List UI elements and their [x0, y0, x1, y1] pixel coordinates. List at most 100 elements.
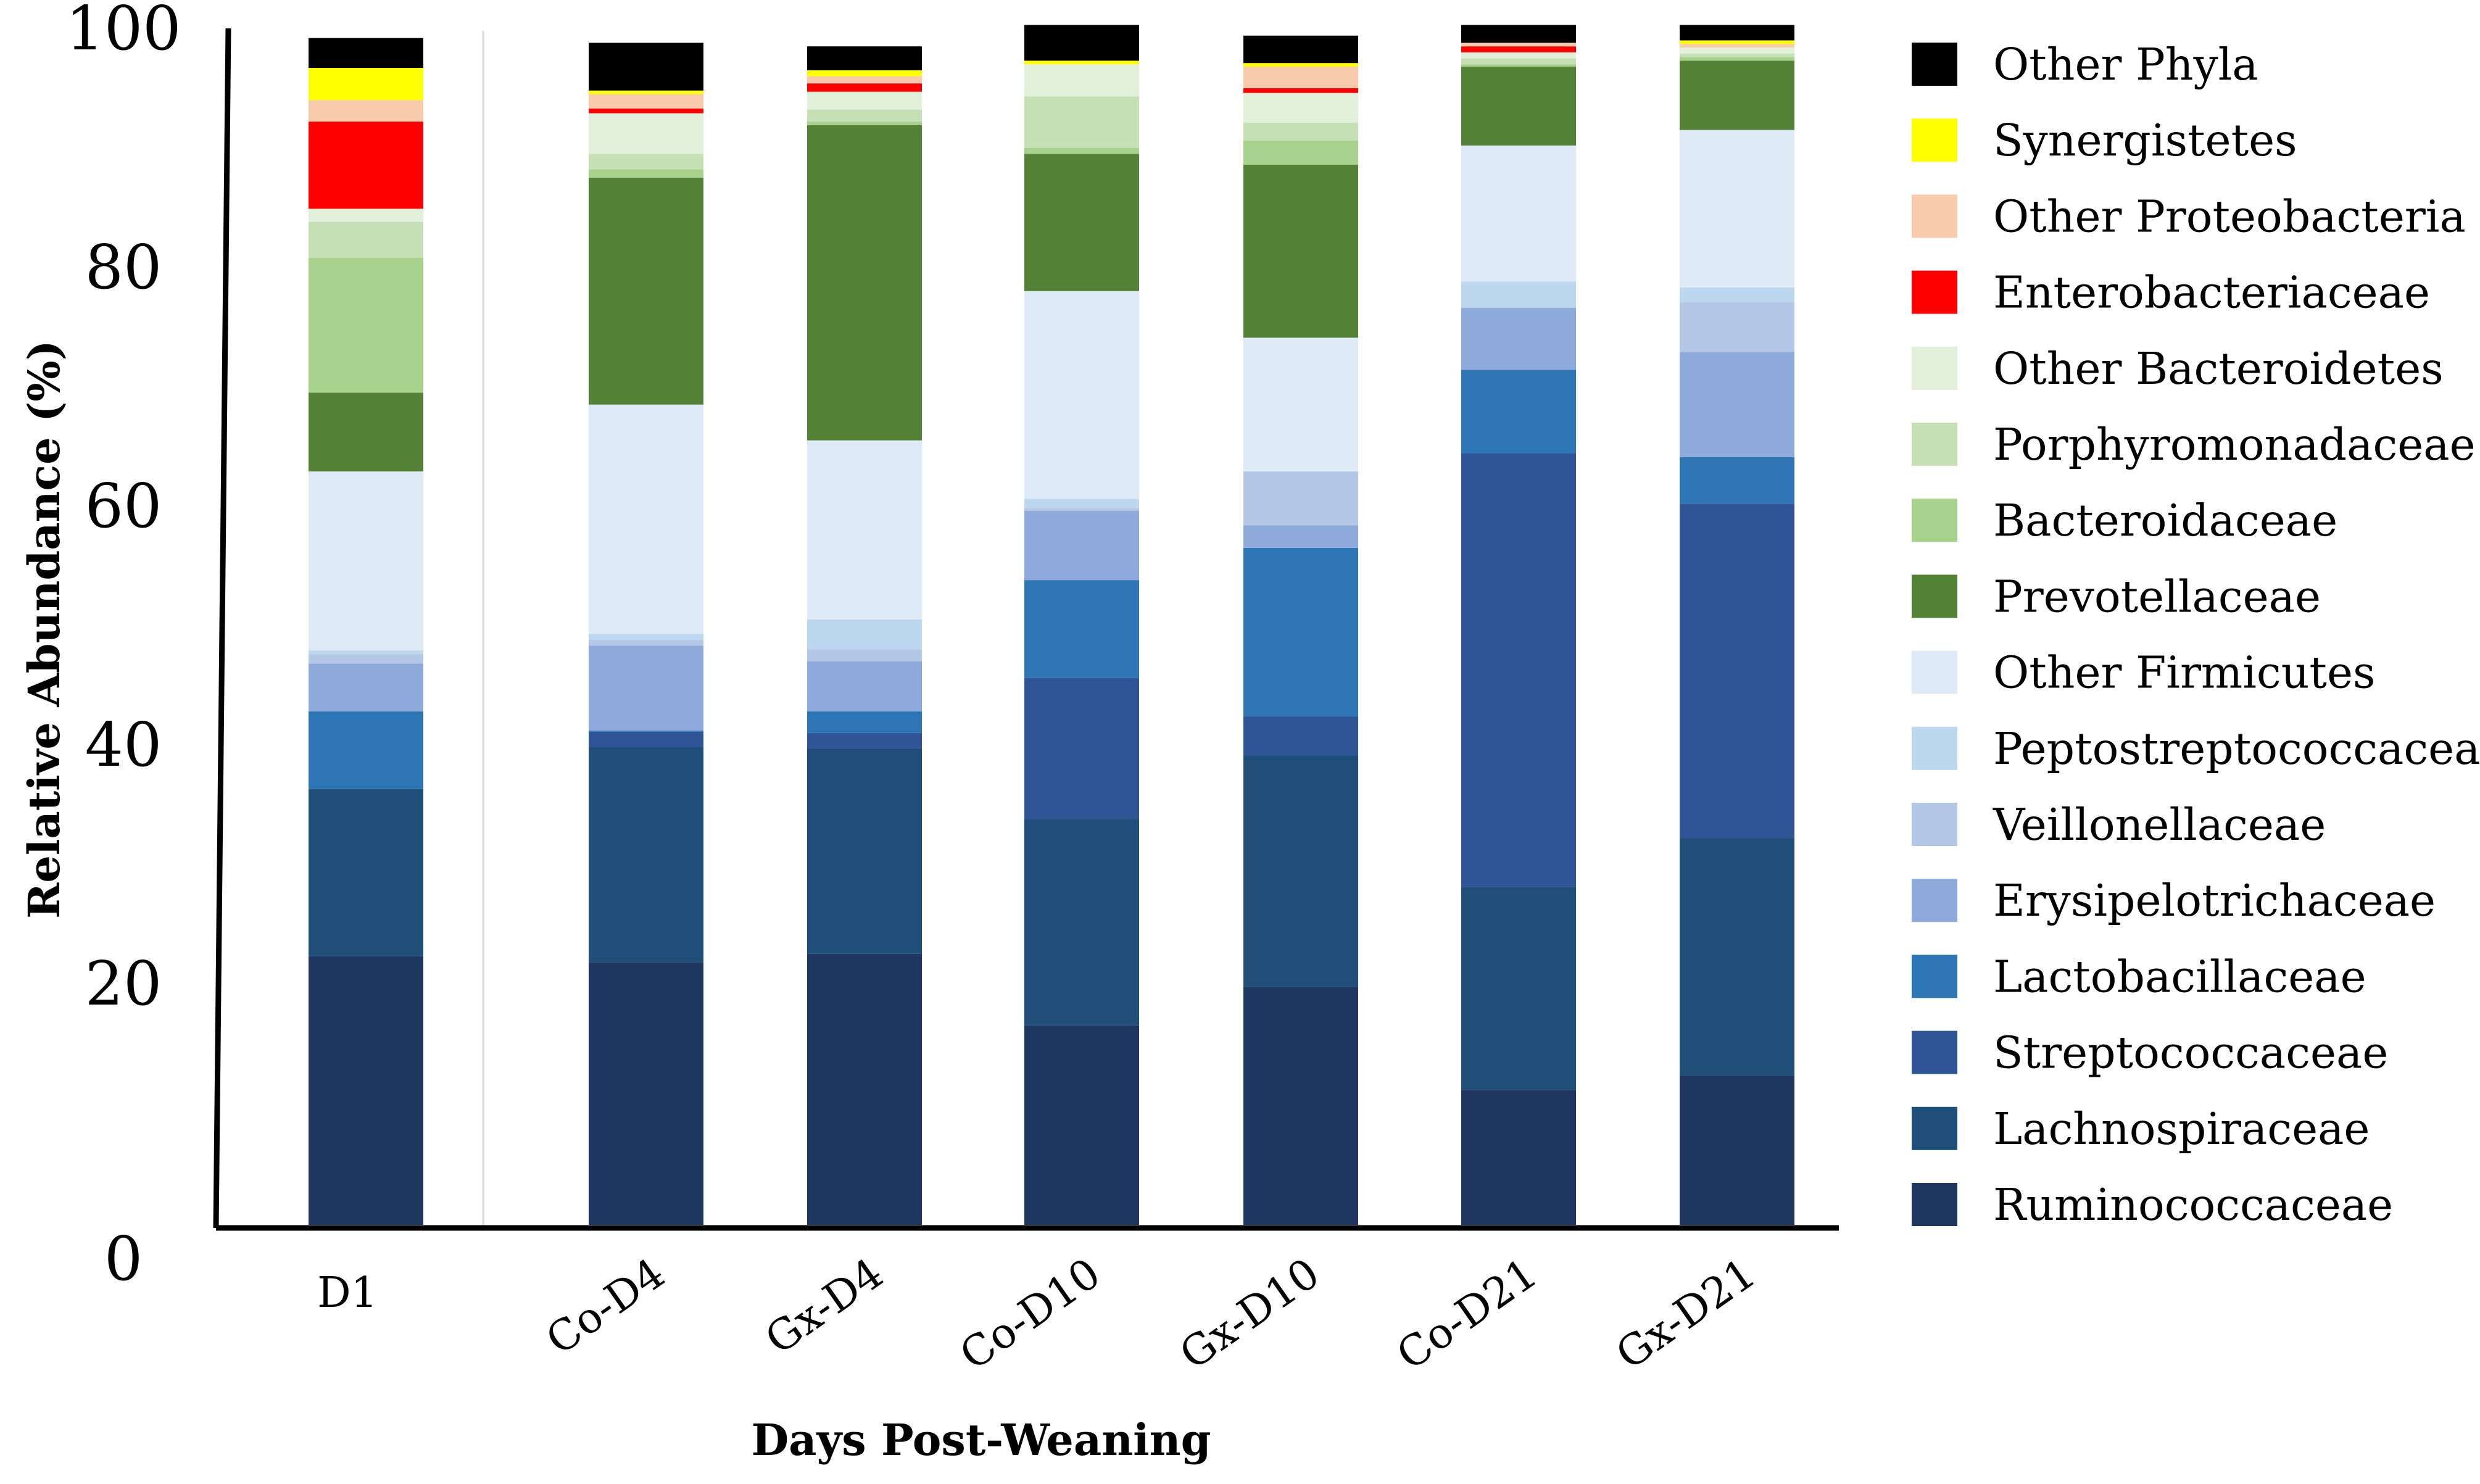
bar-segment-gx-d21-synergistetes	[1680, 40, 1794, 44]
legend-item: Prevotellaceae	[1912, 571, 2321, 622]
bar-segment-co-d4-other-proteobacteria	[589, 94, 703, 109]
bar-segment-gx-d4-lactobacillaceae	[807, 711, 922, 733]
legend-swatch	[1912, 1106, 1957, 1150]
y-tick-label: 20	[85, 949, 162, 1019]
legend-item: Streptococcaceae	[1912, 1027, 2388, 1079]
legend-swatch	[1912, 1183, 1957, 1226]
legend-item: Lachnospiraceae	[1912, 1103, 2370, 1154]
bar-segment-d1-veillonellaceae	[309, 654, 423, 664]
x-axis-title: Days Post-Weaning	[751, 1414, 1211, 1465]
axes-layer	[213, 28, 1839, 1231]
y-tick-label: 40	[85, 710, 162, 781]
bar-segment-gx-d10-lachnospiraceae	[1243, 755, 1358, 987]
bar-segment-co-d4-other-firmicutes	[589, 404, 703, 634]
bar-segment-gx-d4-lachnospiraceae	[807, 748, 922, 954]
bar-segment-co-d4-lachnospiraceae	[589, 747, 703, 963]
legend-swatch	[1912, 879, 1957, 922]
bar-segment-gx-d10-other-proteobacteria	[1243, 67, 1358, 88]
legend-label: Other Phyla	[1993, 39, 2258, 90]
bar-segment-co-d21-ruminococcaceae	[1461, 1090, 1576, 1225]
bar-segment-d1-erysipelotrichaceae	[309, 663, 423, 711]
legend-item: Other Phyla	[1912, 39, 2258, 90]
bar-segment-co-d4-synergistetes	[589, 90, 703, 94]
bar-segment-gx-d21-lachnospiraceae	[1680, 838, 1794, 1076]
bar-segment-co-d4-streptococcaceae	[589, 731, 703, 747]
x-tick-label: D1	[317, 1269, 378, 1317]
bar-segment-d1-porphyromonadaceae	[309, 222, 423, 258]
y-tick-label: 60	[85, 471, 162, 542]
legend-item: Other Proteobacteria	[1912, 191, 2466, 242]
bar-segment-gx-d21-other-phyla	[1680, 25, 1794, 41]
legend-swatch	[1912, 194, 1957, 238]
bar-segment-d1-other-firmicutes	[309, 471, 423, 651]
bar-segment-co-d4-peptostreptococcaceae	[589, 634, 703, 640]
legend-label: Lachnospiraceae	[1993, 1103, 2370, 1154]
bar-segment-co-d21-bacteroidaceae	[1461, 64, 1576, 67]
bar-stack-co-d21	[1461, 25, 1576, 1225]
bar-segment-d1-bacteroidaceae	[309, 257, 423, 393]
bar-segment-gx-d4-erysipelotrichaceae	[807, 661, 922, 711]
bar-segment-gx-d10-bacteroidaceae	[1243, 141, 1358, 165]
legend-label: Prevotellaceae	[1993, 571, 2321, 622]
bar-segment-co-d21-streptococcaceae	[1461, 453, 1576, 887]
bar-segment-gx-d21-peptostreptococcaceae	[1680, 288, 1794, 302]
y-axis-title: Relative Abundance (%)	[19, 340, 70, 919]
legend-label: Other Bacteroidetes	[1993, 343, 2444, 394]
bar-segment-gx-d4-other-phyla	[807, 46, 922, 70]
bar-segment-gx-d10-ruminococcaceae	[1243, 987, 1358, 1225]
bar-segment-co-d4-other-phyla	[589, 43, 703, 91]
bar-segment-co-d10-lachnospiraceae	[1024, 819, 1139, 1026]
legend-swatch	[1912, 43, 1957, 86]
bar-segment-co-d21-lactobacillaceae	[1461, 370, 1576, 454]
bar-segment-gx-d4-veillonellaceae	[807, 649, 922, 661]
legend-swatch	[1912, 726, 1957, 770]
bar-segment-co-d21-other-phyla	[1461, 25, 1576, 43]
bar-segment-gx-d10-enterobacteriaceae	[1243, 88, 1358, 93]
bar-segment-gx-d21-bacteroidaceae	[1680, 57, 1794, 61]
bar-segment-co-d21-other-proteobacteria	[1461, 43, 1576, 47]
bar-segment-gx-d4-porphyromonadaceae	[807, 109, 922, 122]
bar-segment-gx-d21-porphyromonadaceae	[1680, 53, 1794, 57]
bar-segment-gx-d10-porphyromonadaceae	[1243, 122, 1358, 141]
legend-label: Peptostreptococcaceae	[1993, 723, 2480, 774]
bar-segment-co-d10-ruminococcaceae	[1024, 1025, 1139, 1225]
bar-segment-co-d4-other-bacteroidetes	[589, 113, 703, 154]
bar-segment-gx-d21-ruminococcaceae	[1680, 1076, 1794, 1225]
bar-segment-co-d4-bacteroidaceae	[589, 169, 703, 178]
bar-segment-d1-lactobacillaceae	[309, 711, 423, 789]
legend-label: Synergistetes	[1993, 115, 2297, 166]
bar-segment-d1-enterobacteriaceae	[309, 122, 423, 209]
legend-item: Synergistetes	[1912, 115, 2297, 166]
legend-label: Bacteroidaceae	[1993, 495, 2337, 546]
legend-item: Veillonellaceae	[1912, 799, 2326, 850]
legend-label: Ruminococcaceae	[1993, 1179, 2393, 1230]
x-tick-label: Gx-D4	[757, 1249, 892, 1364]
bar-segment-co-d4-prevotellaceae	[589, 178, 703, 405]
x-tick-label: Gx-D10	[1171, 1249, 1329, 1379]
bar-segment-co-d10-porphyromonadaceae	[1024, 96, 1139, 148]
y-tick-labels: 0 20 40 60 80 100	[65, 0, 181, 1295]
bar-segment-co-d4-veillonellaceae	[589, 639, 703, 646]
legend-label: Enterobacteriaceae	[1993, 267, 2430, 318]
legend-swatch	[1912, 574, 1957, 618]
bar-segment-co-d10-other-bacteroidetes	[1024, 64, 1139, 97]
bar-segment-co-d10-other-firmicutes	[1024, 291, 1139, 499]
legend-label: Streptococcaceae	[1993, 1027, 2388, 1079]
bar-segment-d1-lachnospiraceae	[309, 789, 423, 956]
bar-segment-gx-d4-prevotellaceae	[807, 125, 922, 441]
legend-item: Enterobacteriaceae	[1912, 267, 2430, 318]
bar-segment-d1-other-proteobacteria	[309, 100, 423, 122]
x-tick-label: Co-D21	[1388, 1249, 1546, 1380]
bar-segment-co-d21-prevotellaceae	[1461, 67, 1576, 146]
bar-segment-co-d10-veillonellaceae	[1024, 508, 1139, 511]
bar-segment-gx-d4-enterobacteriaceae	[807, 83, 922, 92]
bar-segment-co-d10-prevotellaceae	[1024, 154, 1139, 291]
x-tick-label: Co-D10	[952, 1249, 1109, 1380]
bar-segment-d1-prevotellaceae	[309, 392, 423, 472]
bar-segment-co-d4-erysipelotrichaceae	[589, 645, 703, 731]
bar-segment-co-d10-bacteroidaceae	[1024, 147, 1139, 154]
bar-segment-gx-d4-other-firmicutes	[807, 440, 922, 620]
bar-segment-d1-synergistetes	[309, 67, 423, 101]
bar-segment-gx-d21-other-firmicutes	[1680, 130, 1794, 288]
